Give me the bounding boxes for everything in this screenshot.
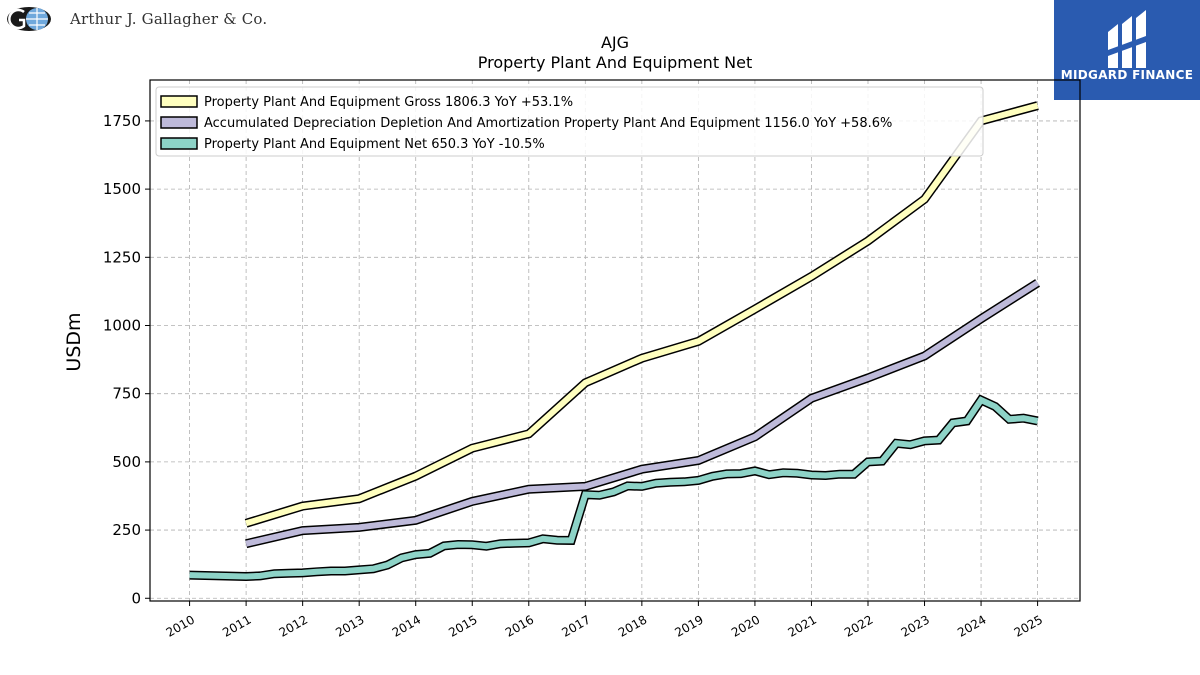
chart-title: AJG [601,33,629,52]
legend-swatch [160,95,198,108]
badge-name: MIDGARD FINANCE [1060,68,1194,82]
x-tick-label: 2016 [503,612,536,639]
legend-swatch [160,137,198,150]
series-lines [189,101,1041,582]
series-line-2 [245,280,1040,547]
x-tick-label: 2010 [164,612,197,639]
y-tick-label: 0 [131,589,141,607]
x-tick-label: 2023 [899,612,932,639]
series-line-outline [189,394,1039,582]
company-name: Arthur J. Gallagher & Co. [70,10,268,28]
x-tick-label: 2017 [559,612,592,639]
y-tick-label: 500 [112,453,141,471]
axis-ticks: 0 250 500 750 1000 1250 1500 1750 2010 2011 2012 20… [103,112,1045,640]
legend-box [155,86,984,157]
plot-frame [149,79,1081,602]
legend-entry: Property Plant And Equipment Gross 1806.… [204,95,573,110]
legend-swatch [160,116,198,129]
x-tick-label: 2022 [842,612,875,639]
midgard-logo-icon [1108,10,1146,68]
y-tick-label: 250 [112,521,141,539]
legend-entry: Accumulated Depreciation Depletion And A… [204,116,892,131]
x-tick-label: 2012 [277,612,310,639]
gallagher-globe-icon [7,7,51,31]
x-tick-label: 2024 [955,612,988,639]
y-tick-label: 1500 [103,180,141,198]
y-tick-label: 1250 [103,248,141,266]
x-tick-label: 2021 [786,612,819,639]
x-tick-label: 2013 [333,612,366,639]
company-logo: Arthur J. Gallagher & Co. [6,4,267,34]
y-tick-label: 1000 [103,316,141,334]
legend: Property Plant And Equipment Gross 1806.… [155,86,984,157]
x-tick-label: 2015 [446,612,479,639]
chart-subtitle: Property Plant And Equipment Net [478,53,753,72]
y-axis-label: USDm [63,312,85,371]
x-tick-label: 2014 [390,612,423,639]
series-line-1 [245,102,1039,527]
legend-entry: Property Plant And Equipment Net 650.3 Y… [204,137,545,152]
y-tick-label: 1750 [103,112,141,130]
midgard-finance-badge: MIDGARD FINANCE [1054,0,1200,100]
x-tick-label: 2011 [220,612,253,639]
x-tick-label: 2025 [1012,612,1045,639]
y-tick-label: 750 [112,385,141,403]
series-line-3 [189,396,1039,580]
series-line-outline [245,279,1041,549]
x-tick-label: 2019 [672,612,705,639]
x-tick-label: 2018 [616,612,649,639]
x-tick-label: 2020 [729,612,762,639]
